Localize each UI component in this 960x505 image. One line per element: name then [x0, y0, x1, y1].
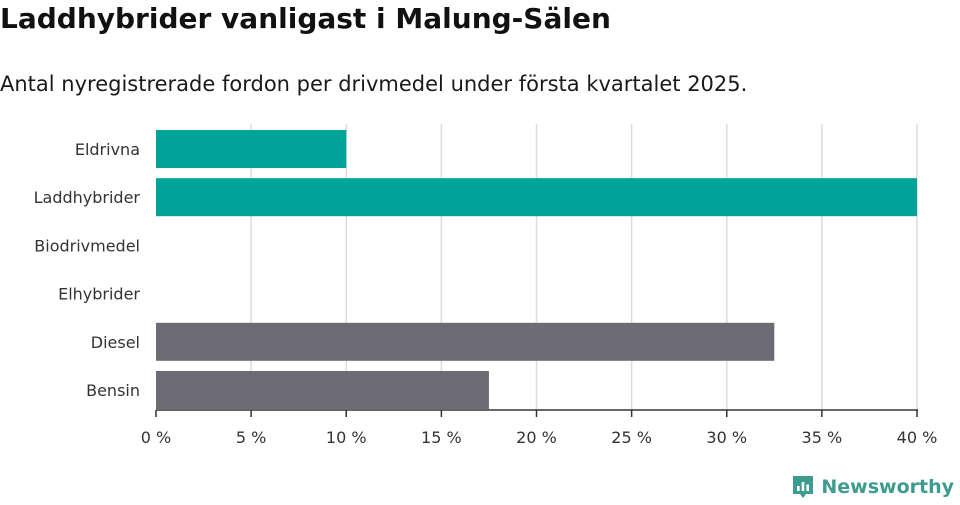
x-tick-label: 35 % [802, 428, 843, 447]
newsworthy-logo-icon [793, 476, 814, 498]
category-label: Diesel [91, 333, 140, 352]
bars [156, 130, 917, 409]
category-label: Biodrivmedel [34, 236, 140, 255]
category-label: Elhybrider [58, 285, 140, 304]
x-axis: 0 % 5 % 10 % 15 % 20 % 25 % 30 % 35 % 40 % [141, 409, 938, 447]
x-tick-label: 30 % [706, 428, 747, 447]
chart-title: Laddhybrider vanligast i Malung-Sälen [0, 2, 611, 35]
x-tick-label: 20 % [516, 428, 557, 447]
category-label: Eldrivna [75, 140, 140, 159]
x-tick-label: 40 % [897, 428, 938, 447]
category-labels: Eldrivna Laddhybrider Biodrivmedel Elhybrid… [34, 140, 141, 400]
bar [156, 322, 775, 361]
x-tick-label: 15 % [421, 428, 462, 447]
x-tick-label: 25 % [611, 428, 652, 447]
bar [156, 178, 917, 217]
category-label: Bensin [86, 381, 140, 400]
bar [156, 371, 489, 409]
newsworthy-brand[interactable]: Newsworthy [791, 474, 954, 500]
chart-subtitle: Antal nyregistrerade fordon per drivmede… [0, 72, 748, 96]
brand-name: Newsworthy [821, 476, 954, 498]
bar [156, 130, 347, 168]
category-label: Laddhybrider [34, 188, 141, 207]
gridlines [250, 124, 918, 410]
x-tick-label: 0 % [141, 428, 171, 447]
x-tick-label: 10 % [326, 428, 367, 447]
x-tick-label: 5 % [236, 428, 266, 447]
